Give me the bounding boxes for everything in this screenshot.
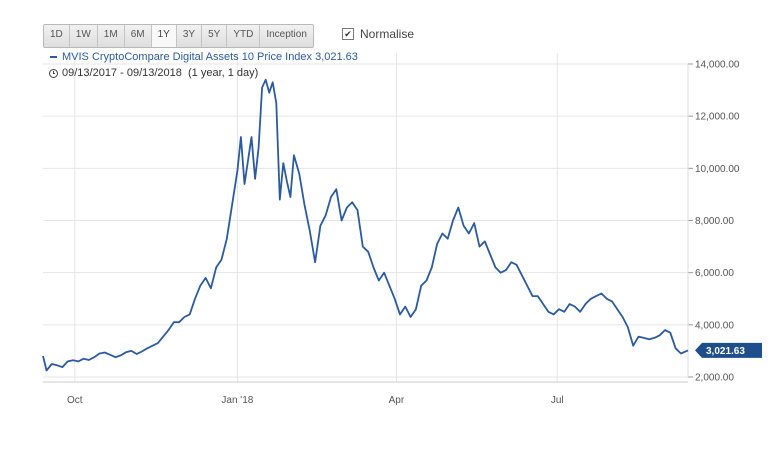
time-range-selector: 1D 1W 1M 6M 1Y 3Y 5Y YTD Inception — [43, 24, 314, 48]
series-line[interactable] — [42, 78, 689, 372]
normalise-checkbox[interactable]: ✔ — [342, 28, 354, 40]
x-tick-label: Jan '18 — [221, 395, 253, 406]
last-value-label: 3,021.63 — [706, 346, 745, 357]
y-tick-label: 2,000.00 — [695, 373, 734, 384]
series-legend[interactable]: MVIS CryptoCompare Digital Assets 10 Pri… — [50, 51, 358, 63]
y-tick-label: 6,000.00 — [695, 268, 734, 279]
legend-swatch — [50, 56, 57, 58]
series-layer — [42, 78, 689, 372]
normalise-toggle[interactable]: ✔ Normalise — [342, 27, 414, 41]
range-button-1y[interactable]: 1Y — [151, 25, 177, 47]
range-button-1m[interactable]: 1M — [97, 25, 125, 47]
y-tick-label: 8,000.00 — [695, 216, 734, 227]
x-tick-label: Jul — [551, 395, 564, 406]
axis-layer: 2,000.00 4,000.00 6,000.00 8,000.00 10,000.0… — [43, 60, 740, 406]
y-tick-label: 4,000.00 — [695, 320, 734, 331]
range-button-3y[interactable]: 3Y — [176, 25, 203, 47]
range-button-5y[interactable]: 5Y — [202, 25, 228, 47]
clock-icon — [49, 68, 58, 78]
range-button-1w[interactable]: 1W — [69, 25, 98, 47]
grid-layer — [43, 53, 688, 382]
range-button-1d[interactable]: 1D — [44, 25, 70, 47]
x-tick-label: Oct — [67, 395, 83, 406]
last-value-badge: 3,021.63 — [695, 342, 762, 358]
last-value-badge-shape — [695, 342, 762, 358]
y-tick-label: 14,000.00 — [695, 60, 740, 71]
date-range: 09/13/2017 - 09/13/2018 (1 year, 1 day) — [49, 67, 258, 79]
range-button-ytd[interactable]: YTD — [227, 25, 261, 47]
x-tick-label: Apr — [389, 395, 405, 406]
check-icon: ✔ — [344, 29, 352, 39]
y-tick-label: 12,000.00 — [695, 112, 740, 123]
range-button-6m[interactable]: 6M — [124, 25, 152, 47]
legend-label: MVIS CryptoCompare Digital Assets 10 Pri… — [62, 51, 358, 63]
y-tick-label: 10,000.00 — [695, 164, 740, 175]
date-range-text: 09/13/2017 - 09/13/2018 (1 year, 1 day) — [62, 67, 259, 79]
range-button-inception[interactable]: Inception — [260, 25, 313, 47]
normalise-label: Normalise — [360, 27, 415, 41]
